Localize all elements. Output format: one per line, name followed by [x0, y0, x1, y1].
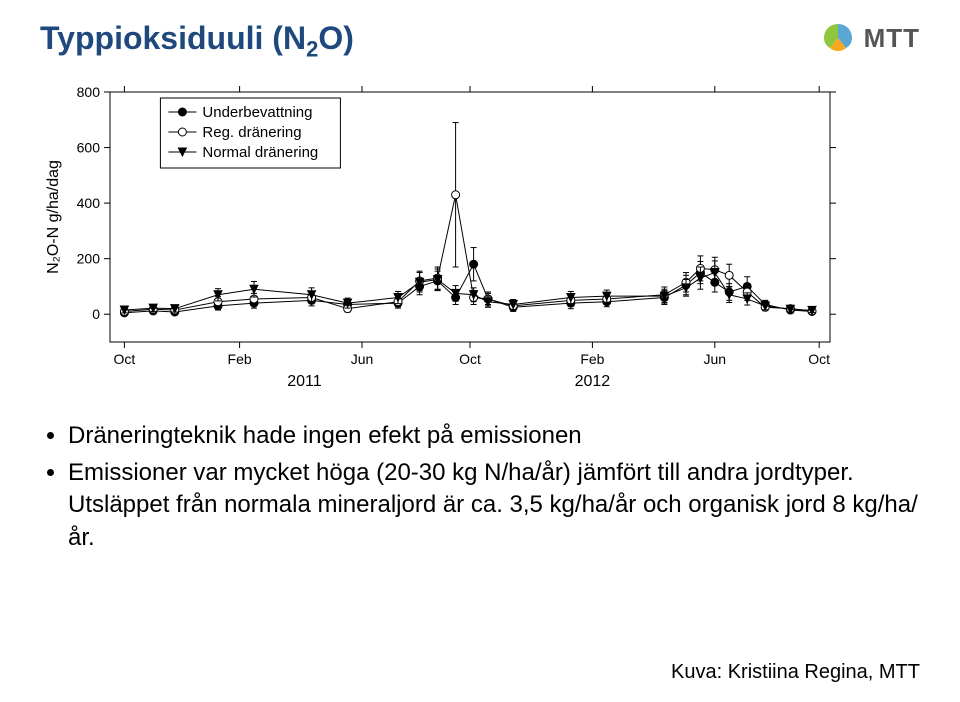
svg-text:400: 400	[77, 196, 101, 212]
svg-text:2011: 2011	[287, 373, 322, 390]
svg-text:Oct: Oct	[459, 351, 481, 367]
svg-text:Underbevattning: Underbevattning	[202, 104, 312, 121]
svg-text:Feb: Feb	[580, 351, 604, 367]
svg-text:200: 200	[77, 251, 101, 267]
mtt-logo: MTT	[818, 20, 920, 56]
svg-text:2012: 2012	[575, 373, 611, 390]
svg-text:600: 600	[77, 140, 101, 156]
svg-text:N₂O-N g/ha/dag: N₂O-N g/ha/dag	[45, 160, 62, 274]
chart-svg: 0 200 400 600 800 N₂O-N g/ha/dag Oct Feb Jun Oct F…	[40, 72, 860, 402]
svg-text:0: 0	[92, 307, 100, 323]
svg-text:Normal dränering: Normal dränering	[202, 144, 318, 161]
image-credit: Kuva: Kristiina Regina, MTT	[671, 661, 920, 684]
svg-text:Jun: Jun	[704, 351, 727, 367]
page-title: Typpioksiduuli (N2O)	[40, 20, 354, 62]
svg-text:Oct: Oct	[114, 351, 136, 367]
bullet-item: Dräneringteknik hade ingen efekt på emis…	[68, 420, 920, 452]
svg-text:Feb: Feb	[228, 351, 252, 367]
n2o-chart: 0 200 400 600 800 N₂O-N g/ha/dag Oct Feb Jun Oct F…	[40, 72, 860, 402]
svg-text:Oct: Oct	[808, 351, 830, 367]
bullet-item: Emissioner var mycket höga (20-30 kg N/h…	[68, 457, 920, 554]
header: Typpioksiduuli (N2O) MTT	[40, 20, 920, 62]
bullet-list: Dräneringteknik hade ingen efekt på emis…	[68, 420, 920, 554]
svg-text:800: 800	[77, 84, 101, 100]
svg-text:Reg. dränering: Reg. dränering	[202, 124, 301, 141]
svg-text:Jun: Jun	[351, 351, 374, 367]
mtt-logo-icon	[818, 20, 858, 56]
mtt-logo-text: MTT	[864, 23, 920, 54]
